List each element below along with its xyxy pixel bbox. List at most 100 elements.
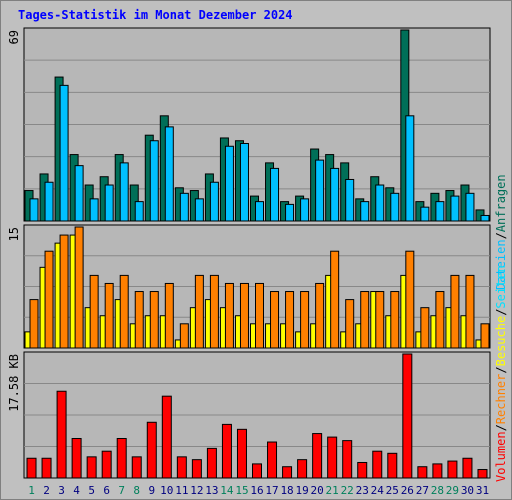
x-tick-label-day-26: 26: [401, 484, 414, 497]
x-tick-label-day-17: 17: [265, 484, 278, 497]
bar-volumen-day-27: [417, 466, 428, 479]
bar-volumen-day-29: [447, 460, 458, 479]
bar-volumen-day-4: [71, 438, 82, 479]
x-tick-label-day-19: 19: [295, 484, 308, 497]
bar-dateien-day-22: [345, 178, 355, 222]
bar-volumen-day-11: [176, 456, 187, 479]
x-tick-label-day-24: 24: [371, 484, 385, 497]
bar-rechner-day-15: [239, 282, 249, 349]
bar-dateien-day-7: [119, 162, 129, 222]
bar-dateien-day-29: [450, 195, 460, 222]
bar-dateien-day-27: [420, 206, 430, 222]
bar-dateien-day-23: [360, 201, 370, 222]
bar-dateien-day-15: [239, 142, 249, 222]
bar-dateien-day-19: [300, 198, 310, 222]
x-tick-label-day-8: 8: [133, 484, 140, 497]
x-tick-label-day-7: 7: [118, 484, 125, 497]
x-tick-label-day-29: 29: [446, 484, 459, 497]
legend-separator: /: [494, 424, 508, 431]
bar-volumen-day-13: [206, 447, 217, 479]
legend-label-seiten: Seiten: [494, 265, 508, 308]
legend-label-group: Dateien/Anfragen: [494, 174, 508, 290]
bar-dateien-day-2: [44, 181, 54, 222]
x-tick-label-day-2: 2: [43, 484, 50, 497]
bar-volumen-day-17: [267, 441, 278, 479]
bar-volumen-day-18: [282, 466, 293, 479]
bar-volumen-day-16: [252, 463, 262, 479]
y-max-label: 69: [7, 30, 21, 44]
bar-rechner-day-26: [405, 250, 415, 349]
y-max-label: 17.58 KB: [7, 354, 21, 412]
bar-volumen-day-12: [191, 459, 202, 479]
bar-rechner-day-1: [29, 299, 39, 349]
bar-dateien-day-20: [315, 159, 325, 222]
bar-rechner-day-31: [480, 323, 490, 349]
bar-dateien-day-12: [194, 198, 204, 222]
legend-label-volumen: Volumen: [494, 431, 508, 482]
bar-volumen-day-1: [26, 457, 37, 479]
bar-rechner-day-17: [270, 291, 280, 349]
x-tick-label-day-18: 18: [280, 484, 293, 497]
chart-title: Tages-Statistik im Monat Dezember 2024: [18, 8, 293, 22]
bar-dateien-day-5: [89, 198, 99, 222]
x-tick-label-day-31: 31: [476, 484, 489, 497]
bar-rechner-day-25: [390, 291, 400, 349]
bar-volumen-day-15: [236, 428, 247, 479]
x-tick-label-day-30: 30: [461, 484, 474, 497]
x-tick-label-day-11: 11: [175, 484, 188, 497]
bar-rechner-day-30: [465, 274, 475, 349]
x-tick-label-day-23: 23: [356, 484, 369, 497]
x-tick-label-day-27: 27: [416, 484, 429, 497]
bar-rechner-day-12: [194, 274, 204, 349]
bar-dateien-day-17: [270, 167, 280, 222]
bar-volumen-day-3: [56, 390, 67, 479]
x-tick-label-day-1: 1: [28, 484, 35, 497]
bar-volumen-day-26: [402, 353, 413, 479]
legend-label-dateien: Dateien: [494, 239, 508, 290]
bar-dateien-day-21: [330, 167, 340, 222]
legend-label-group: Volumen/Rechner/Besuche/Seiten: [494, 265, 508, 482]
legend-separator: /: [494, 309, 508, 316]
x-tick-label-day-12: 12: [190, 484, 203, 497]
bar-dateien-day-6: [104, 184, 114, 222]
x-tick-label-day-14: 14: [220, 484, 234, 497]
bar-volumen-day-20: [312, 433, 323, 479]
bar-volumen-day-23: [357, 461, 368, 479]
x-tick-label-day-20: 20: [311, 484, 324, 497]
bar-volumen-day-22: [342, 440, 353, 479]
panel-1: 69: [7, 27, 491, 222]
bar-dateien-day-13: [209, 181, 219, 222]
bar-rechner-day-19: [300, 291, 310, 349]
panel-2: 15: [7, 224, 491, 349]
legend-label-anfragen: Anfragen: [494, 174, 508, 232]
bar-volumen-day-28: [432, 463, 443, 479]
bar-dateien-day-9: [149, 140, 159, 222]
bar-rechner-day-20: [315, 282, 325, 349]
bar-dateien-day-30: [465, 192, 475, 222]
x-tick-label-day-22: 22: [341, 484, 354, 497]
bar-rechner-day-7: [119, 274, 129, 349]
bar-volumen-day-5: [86, 456, 97, 479]
bar-rechner-day-3: [59, 234, 69, 349]
bar-dateien-day-1: [29, 198, 39, 222]
x-tick-label-day-28: 28: [431, 484, 444, 497]
bar-rechner-day-28: [435, 291, 445, 349]
bar-rechner-day-4: [74, 226, 84, 349]
bar-rechner-day-11: [179, 323, 189, 349]
bar-volumen-day-14: [221, 423, 232, 479]
bar-volumen-day-30: [462, 457, 473, 479]
x-tick-label-day-4: 4: [73, 484, 80, 497]
bar-rechner-day-27: [420, 307, 430, 349]
bar-dateien-day-26: [405, 115, 415, 222]
bar-volumen-day-9: [146, 421, 157, 479]
bar-rechner-day-16: [255, 282, 264, 349]
bar-rechner-day-10: [164, 282, 174, 349]
bar-rechner-day-23: [360, 291, 370, 349]
bar-rechner-day-5: [89, 274, 99, 349]
x-tick-label-day-15: 15: [235, 484, 248, 497]
bar-rechner-day-8: [134, 291, 144, 349]
bar-dateien-day-25: [390, 192, 400, 222]
bar-volumen-day-25: [387, 452, 398, 479]
bar-rechner-day-14: [224, 282, 234, 349]
bar-rechner-day-9: [149, 291, 159, 349]
